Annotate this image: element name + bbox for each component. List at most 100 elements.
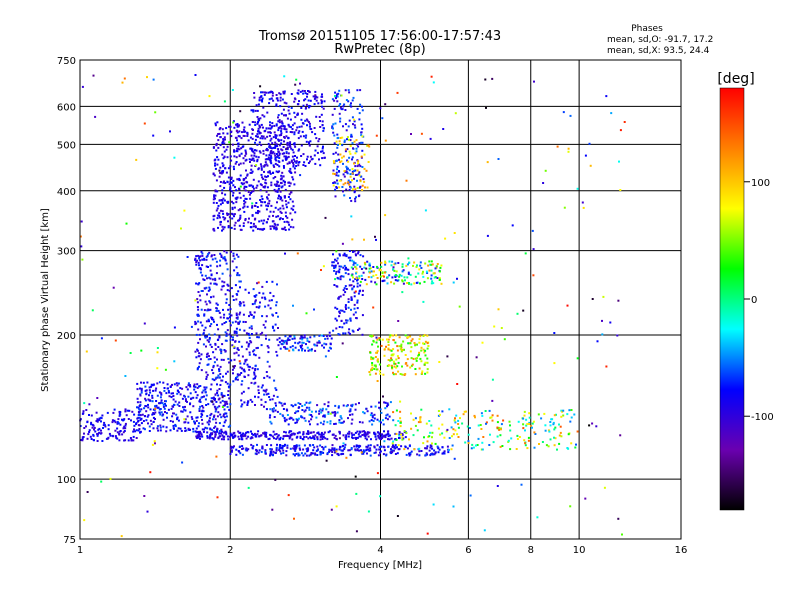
data-point <box>207 289 210 292</box>
data-point <box>273 379 276 382</box>
data-point <box>282 408 285 410</box>
data-point <box>360 134 363 137</box>
data-point <box>187 427 190 430</box>
data-point <box>353 307 356 310</box>
data-point <box>355 436 358 439</box>
data-point <box>212 372 215 375</box>
data-point <box>225 433 228 436</box>
data-point <box>423 334 426 337</box>
data-point <box>398 336 401 339</box>
data-point <box>244 321 247 323</box>
data-point <box>234 378 237 381</box>
data-point <box>269 227 272 230</box>
data-point <box>98 427 101 430</box>
data-point <box>282 437 285 440</box>
data-point <box>274 387 277 390</box>
data-point <box>296 113 299 116</box>
data-point <box>244 219 247 222</box>
data-point <box>147 422 149 425</box>
data-point <box>387 438 389 441</box>
data-point <box>603 486 606 489</box>
data-point <box>414 275 417 278</box>
data-point <box>418 447 421 450</box>
data-point <box>374 405 377 408</box>
data-point <box>272 454 274 457</box>
data-point <box>135 429 138 432</box>
data-point <box>240 345 243 348</box>
data-point <box>257 156 260 159</box>
data-point <box>332 253 334 256</box>
data-point <box>342 173 345 176</box>
data-point <box>328 346 331 349</box>
data-point <box>361 189 364 191</box>
data-point <box>306 155 309 158</box>
data-point <box>202 406 205 409</box>
data-point <box>229 338 232 341</box>
data-point <box>382 395 384 398</box>
data-point <box>360 131 363 134</box>
data-point <box>280 134 283 136</box>
data-point <box>361 314 364 317</box>
data-point <box>339 446 342 449</box>
data-point <box>289 145 292 148</box>
data-point <box>395 334 398 337</box>
data-point <box>313 127 316 129</box>
data-point <box>276 410 279 413</box>
data-point <box>554 437 557 440</box>
data-point <box>332 160 335 163</box>
data-point <box>511 224 514 227</box>
data-point <box>507 439 510 442</box>
data-point <box>333 423 336 425</box>
data-point <box>308 141 310 144</box>
data-point <box>174 423 177 426</box>
data-point <box>322 335 325 337</box>
data-point <box>243 182 246 185</box>
data-point <box>285 102 288 105</box>
data-point <box>221 280 224 283</box>
data-point <box>306 158 308 161</box>
data-point <box>240 434 242 437</box>
data-point <box>181 397 184 400</box>
data-point <box>496 435 499 438</box>
data-point <box>347 89 350 92</box>
data-point <box>499 434 502 437</box>
data-point <box>544 429 547 432</box>
data-point <box>426 357 429 360</box>
data-point <box>261 315 264 318</box>
data-point <box>376 418 379 421</box>
data-point <box>584 497 587 500</box>
data-point <box>187 421 190 424</box>
data-point <box>300 335 303 338</box>
data-point <box>284 252 286 255</box>
data-point <box>223 180 225 183</box>
data-point <box>200 396 203 399</box>
data-point <box>410 346 413 349</box>
data-point <box>122 427 125 430</box>
data-point <box>152 78 155 81</box>
data-point <box>343 139 346 142</box>
data-point <box>244 359 247 362</box>
data-point <box>347 449 350 452</box>
data-point <box>222 181 225 184</box>
data-point <box>221 396 224 399</box>
data-point <box>448 408 451 411</box>
data-point <box>163 407 166 410</box>
data-point <box>233 257 236 260</box>
data-point <box>383 348 386 351</box>
data-point <box>301 344 303 347</box>
data-point <box>369 444 372 447</box>
data-point <box>265 208 268 211</box>
data-point <box>90 438 93 440</box>
data-point <box>297 452 300 455</box>
data-point <box>439 433 442 436</box>
data-point <box>205 375 208 378</box>
data-point <box>450 426 453 429</box>
data-point <box>605 365 608 368</box>
data-point <box>246 135 249 137</box>
data-point <box>156 427 159 430</box>
data-point <box>240 182 243 185</box>
data-point <box>344 443 347 446</box>
data-point <box>217 394 220 397</box>
data-point <box>258 291 261 294</box>
data-point <box>415 281 418 284</box>
